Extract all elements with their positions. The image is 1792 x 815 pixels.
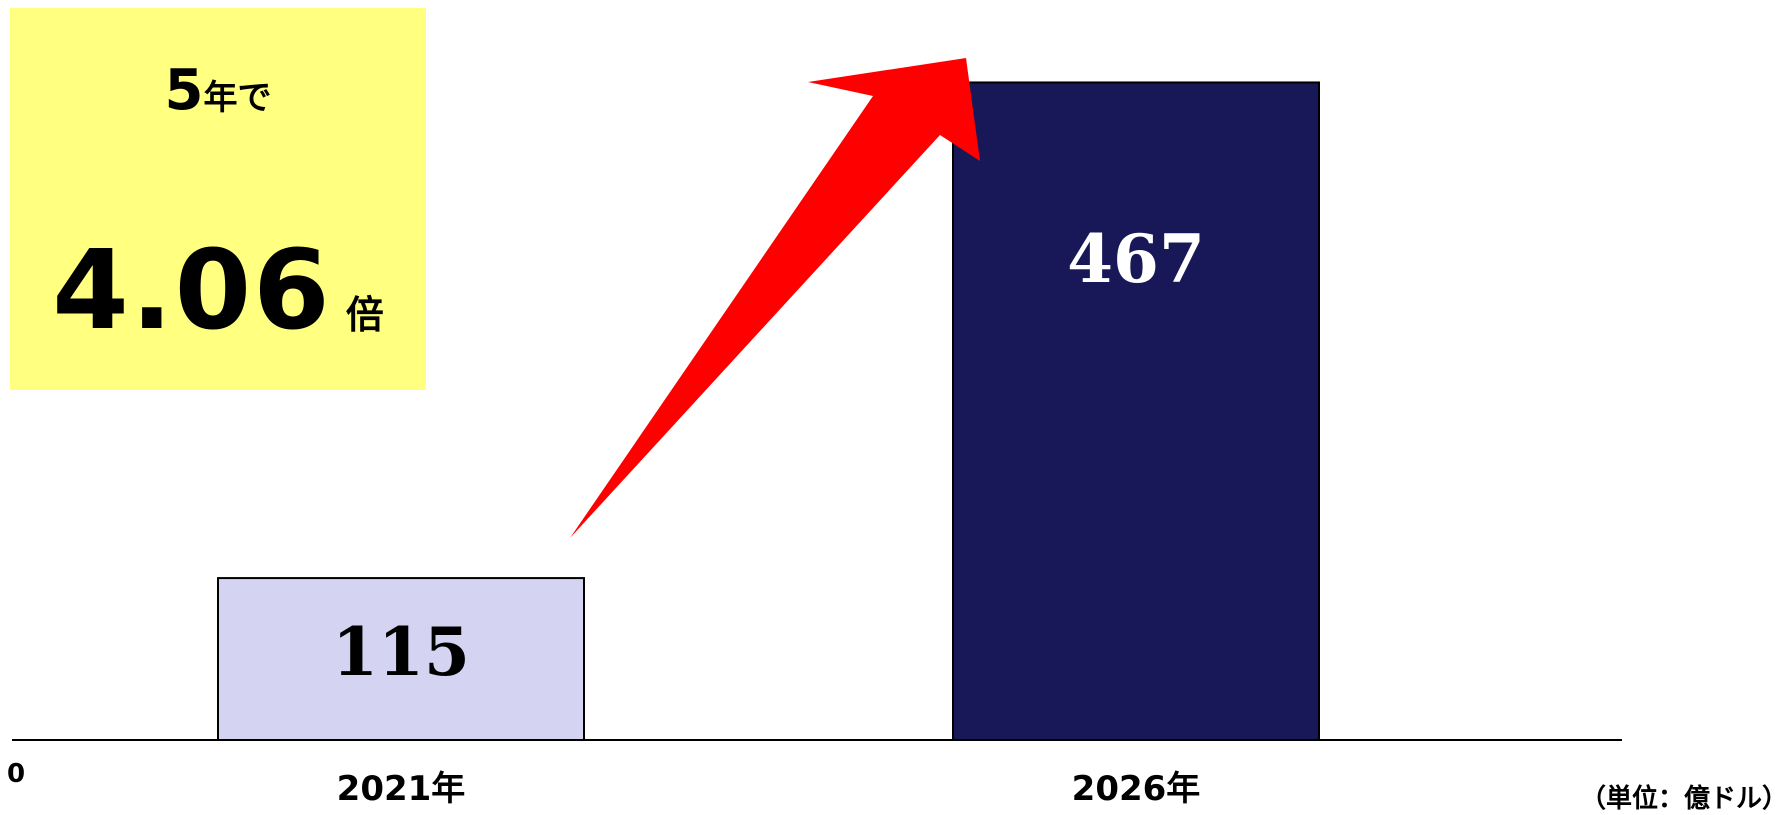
callout-multiplier-text: 4.06 倍 [10,226,426,354]
unit-label: （単位：億ドル） [1579,784,1788,814]
data-label-2026年: 467 [1067,220,1205,298]
growth-arrow [570,58,980,538]
bar-2021年 [217,577,585,742]
callout-period-text: 5年で [10,58,426,123]
data-label-2021年: 115 [332,613,470,691]
growth-callout-box: 5年で 4.06 倍 [10,8,426,390]
x-tick-label-2026年: 2026年 [1072,769,1201,809]
callout-multiplier-suffix: 倍 [345,293,384,337]
callout-multiplier-number: 4.06 [52,226,332,354]
y-tick-label-0: 0 [7,759,25,789]
bar-2026年 [952,81,1320,742]
x-tick-label-2021年: 2021年 [337,769,466,809]
callout-years-number: 5 [164,58,204,123]
callout-years-suffix: 年で [203,78,272,118]
